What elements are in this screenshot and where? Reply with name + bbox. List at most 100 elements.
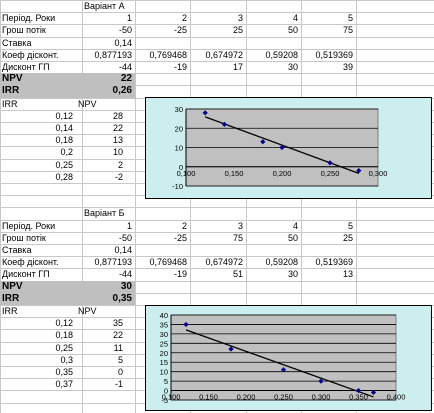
value-cell[interactable]: 0,519369 xyxy=(315,257,353,268)
npv-cell[interactable]: 2 xyxy=(117,159,123,170)
value-cell[interactable]: 75 xyxy=(342,25,353,36)
npv-value[interactable]: 22 xyxy=(120,73,132,85)
row-label[interactable]: Період. Роки xyxy=(2,13,56,24)
value-cell[interactable]: 0,59208 xyxy=(265,49,298,60)
npv-cell[interactable]: 35 xyxy=(112,318,123,329)
irr-value[interactable]: 0,26 xyxy=(112,85,132,97)
value-cell[interactable]: 51 xyxy=(232,269,243,280)
value-cell[interactable]: 0,14 xyxy=(114,245,132,255)
npv-cell[interactable]: 22 xyxy=(112,123,123,133)
value-cell[interactable]: 25 xyxy=(342,232,353,243)
value-cell[interactable]: 2 xyxy=(181,13,187,24)
value-cell[interactable]: 0,877193 xyxy=(94,257,132,268)
highlight-band xyxy=(0,280,135,293)
npv-cell[interactable]: 5 xyxy=(117,354,123,365)
irr-column-header[interactable]: IRR xyxy=(2,98,18,109)
npv-cell[interactable]: 28 xyxy=(112,110,123,121)
irr-cell[interactable]: 0,14 xyxy=(55,123,73,133)
value-cell[interactable]: 50 xyxy=(287,25,298,36)
row-label[interactable]: Коеф дісконт. xyxy=(2,49,59,60)
irr-cell[interactable]: 0,12 xyxy=(55,110,73,121)
value-cell[interactable]: 5 xyxy=(347,13,353,24)
chart-b[interactable]: 40 35 30 25 20 15 10 5 0 -5 0,100 0,150 0,200 0,250 0,… xyxy=(145,305,432,411)
irr-cell[interactable]: 0,35 xyxy=(55,367,73,377)
npv-column-header[interactable]: NPV xyxy=(78,98,97,109)
npv-cell[interactable]: 13 xyxy=(112,135,123,146)
irr-cell[interactable]: 0,28 xyxy=(55,171,73,182)
value-cell[interactable]: 0,59208 xyxy=(265,257,298,268)
value-cell[interactable]: 0,769468 xyxy=(149,257,187,268)
chart-a[interactable]: 30 20 10 0 -10 0,100 0,150 0,200 0,250 0,300 xyxy=(145,97,432,199)
value-cell[interactable]: 30 xyxy=(287,62,298,72)
value-cell[interactable]: -19 xyxy=(173,269,187,280)
value-cell[interactable]: 17 xyxy=(232,62,243,72)
npv-cell[interactable]: 11 xyxy=(113,342,123,353)
irr-cell[interactable]: 0,18 xyxy=(55,135,73,146)
value-cell[interactable]: 50 xyxy=(287,232,298,243)
value-cell[interactable]: 4 xyxy=(292,13,298,24)
value-cell[interactable]: 3 xyxy=(237,13,243,24)
irr-cell[interactable]: 0,25 xyxy=(55,159,73,170)
scenario-title[interactable]: Варіант Б xyxy=(84,208,125,219)
npv-cell[interactable]: 10 xyxy=(112,147,123,158)
npv-cell[interactable]: 22 xyxy=(112,330,123,341)
value-cell[interactable]: -50 xyxy=(118,25,132,36)
value-cell[interactable]: 0,769468 xyxy=(149,49,187,60)
row-label[interactable]: Дисконт ГП xyxy=(2,62,50,72)
value-cell[interactable]: 0,877193 xyxy=(94,49,132,60)
row-label[interactable]: Ставка xyxy=(2,37,32,48)
value-cell[interactable]: -25 xyxy=(173,25,187,36)
value-cell[interactable]: 0,674972 xyxy=(205,49,243,60)
irr-value[interactable]: 0,35 xyxy=(112,292,132,304)
irr-column-header[interactable]: IRR xyxy=(2,306,18,316)
npv-label[interactable]: NPV xyxy=(2,73,23,85)
row-label[interactable]: Коеф дісконт. xyxy=(2,257,59,268)
value-cell[interactable]: 0,674972 xyxy=(205,257,243,268)
value-cell[interactable]: 3 xyxy=(237,220,243,231)
value-cell[interactable]: 13 xyxy=(342,269,353,280)
row-label[interactable]: Період. Роки xyxy=(2,220,56,231)
x-tick-label: 0,150 xyxy=(225,169,244,178)
npv-column-header[interactable]: NPV xyxy=(78,306,97,316)
value-cell[interactable]: -19 xyxy=(173,62,187,72)
data-point xyxy=(228,346,234,352)
npv-cell[interactable]: 0 xyxy=(117,367,123,377)
value-cell[interactable]: -50 xyxy=(118,232,132,243)
value-cell[interactable]: -25 xyxy=(173,232,187,243)
value-cell[interactable]: 1 xyxy=(126,13,132,24)
value-cell[interactable]: 4 xyxy=(292,220,298,231)
irr-label[interactable]: IRR xyxy=(2,85,20,97)
npv-cell[interactable]: -1 xyxy=(114,379,123,390)
value-cell[interactable]: -44 xyxy=(118,62,132,72)
npv-label[interactable]: NPV xyxy=(2,280,23,292)
value-cell[interactable]: 39 xyxy=(342,62,353,72)
row-gridline xyxy=(0,85,434,87)
irr-cell[interactable]: 0,12 xyxy=(55,318,73,329)
irr-cell[interactable]: 0,18 xyxy=(55,330,73,341)
y-tick-label: 30 xyxy=(175,105,183,114)
value-cell[interactable]: 75 xyxy=(232,232,243,243)
row-label[interactable]: Ставка xyxy=(2,245,32,255)
irr-cell[interactable]: 0,37 xyxy=(55,379,73,390)
value-cell[interactable]: -44 xyxy=(118,269,132,280)
value-cell[interactable]: 1 xyxy=(126,220,132,231)
irr-cell[interactable]: 0,3 xyxy=(60,354,73,365)
highlight-band xyxy=(0,73,135,86)
npv-value[interactable]: 30 xyxy=(120,280,132,292)
npv-cell[interactable]: -2 xyxy=(114,171,123,182)
value-cell[interactable]: 0,519369 xyxy=(315,49,353,60)
y-tick-label: 20 xyxy=(160,349,168,358)
value-cell[interactable]: 30 xyxy=(287,269,298,280)
row-label[interactable]: Грош потік xyxy=(2,25,46,36)
irr-label[interactable]: IRR xyxy=(2,292,20,304)
value-cell[interactable]: 0,14 xyxy=(114,37,132,48)
row-label[interactable]: Грош потік xyxy=(2,232,46,243)
row-label[interactable]: Дисконт ГП xyxy=(2,269,50,280)
scenario-title[interactable]: Варіант А xyxy=(84,1,125,11)
irr-cell[interactable]: 0,2 xyxy=(60,147,73,158)
value-cell[interactable]: 2 xyxy=(181,220,187,231)
value-cell[interactable]: 5 xyxy=(347,220,353,231)
value-cell[interactable]: 25 xyxy=(232,25,243,36)
irr-cell[interactable]: 0,25 xyxy=(55,342,73,353)
